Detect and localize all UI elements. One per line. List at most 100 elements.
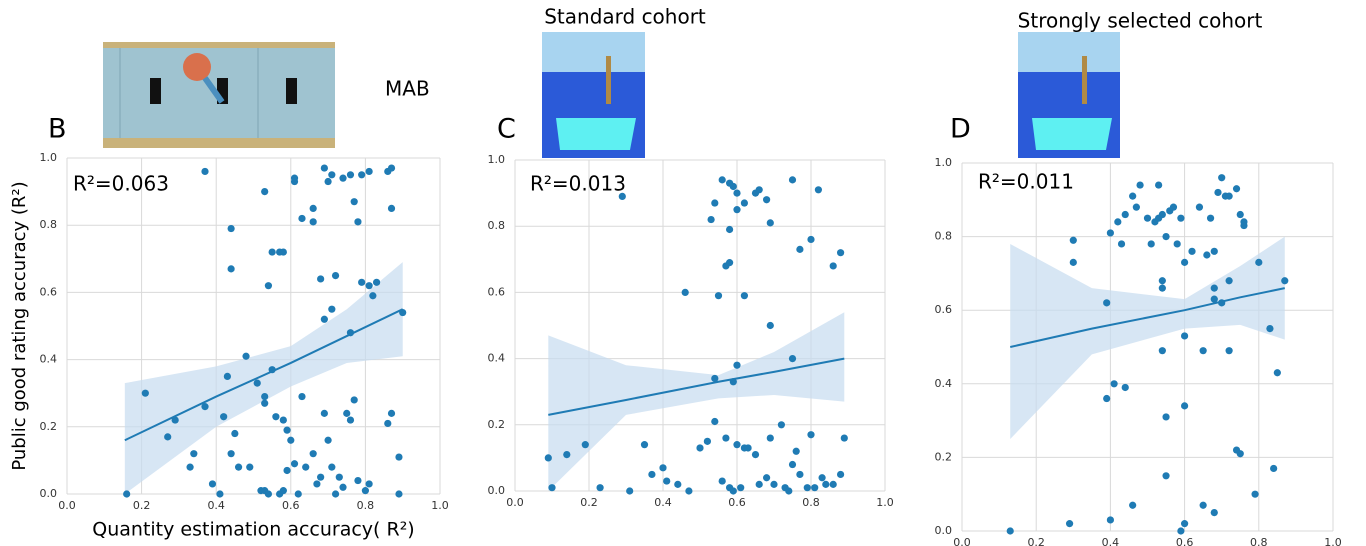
- point: [227, 224, 235, 233]
- point: [302, 463, 310, 471]
- y-tick-label: 0.4: [935, 377, 953, 390]
- point: [1225, 192, 1233, 200]
- y-tick-label: 0.2: [488, 418, 506, 431]
- point: [740, 292, 749, 300]
- point: [755, 480, 763, 488]
- point: [290, 174, 299, 182]
- point: [253, 379, 261, 387]
- point: [1129, 501, 1137, 509]
- point: [837, 249, 845, 257]
- point: [766, 219, 774, 227]
- boat-image: [1018, 32, 1120, 158]
- point: [331, 272, 340, 280]
- point: [320, 315, 328, 323]
- point: [234, 463, 243, 471]
- point: [1173, 240, 1181, 248]
- point: [171, 416, 179, 424]
- confidence-band: [548, 312, 845, 491]
- point: [681, 288, 689, 296]
- point: [1199, 347, 1207, 355]
- x-tick-label: 0.2: [133, 499, 151, 512]
- point: [268, 248, 276, 256]
- x-tick-label: 0.0: [506, 496, 524, 509]
- point: [298, 214, 306, 223]
- point: [1210, 508, 1218, 517]
- x-tick-label: 0.2: [1027, 536, 1045, 546]
- y-tick-label: 0.0: [935, 524, 953, 537]
- y-tick-label: 0.0: [488, 484, 506, 497]
- point: [283, 426, 291, 434]
- y-tick-label: 1.0: [488, 153, 506, 166]
- point: [1114, 218, 1122, 226]
- point: [718, 477, 726, 485]
- point: [395, 490, 403, 498]
- x-tick-label: 0.4: [1102, 536, 1120, 546]
- point: [703, 437, 712, 445]
- point: [788, 460, 797, 469]
- x-tick-label: 0.6: [282, 499, 300, 512]
- point: [279, 487, 287, 495]
- point: [1069, 258, 1077, 266]
- point: [807, 431, 815, 439]
- point: [803, 484, 811, 492]
- y-tick-label: 0.6: [488, 285, 506, 298]
- y-tick-label: 1.0: [40, 151, 58, 164]
- point: [777, 421, 786, 429]
- point: [626, 487, 634, 495]
- point: [365, 480, 373, 488]
- point: [365, 282, 373, 290]
- point: [1181, 332, 1189, 340]
- point: [707, 215, 715, 224]
- point: [733, 206, 741, 214]
- point: [1143, 214, 1152, 222]
- point: [387, 204, 396, 212]
- point: [216, 490, 224, 498]
- point: [324, 436, 332, 444]
- point: [696, 444, 704, 452]
- point: [328, 305, 336, 313]
- point: [1236, 210, 1244, 219]
- x-tick-label: 0.4: [654, 496, 672, 509]
- point: [350, 198, 358, 206]
- panel-label: B: [48, 114, 67, 145]
- point: [164, 433, 172, 441]
- point: [328, 171, 336, 179]
- point: [1195, 203, 1204, 211]
- point: [387, 409, 396, 417]
- point: [1065, 520, 1074, 528]
- point: [324, 177, 332, 186]
- chart-title: MAB: [385, 77, 430, 101]
- point: [640, 441, 649, 449]
- point: [1251, 490, 1259, 498]
- point: [387, 164, 396, 172]
- point: [328, 463, 336, 471]
- point: [227, 450, 235, 458]
- point: [261, 399, 269, 407]
- y-tick-label: 0.4: [40, 353, 58, 366]
- point: [1210, 295, 1218, 303]
- y-tick-label: 0.0: [40, 487, 58, 500]
- point: [733, 189, 741, 197]
- point: [548, 484, 556, 492]
- point: [1162, 233, 1170, 241]
- point: [320, 409, 328, 417]
- y-tick-label: 0.2: [40, 420, 58, 433]
- point: [822, 480, 830, 488]
- point: [141, 389, 149, 397]
- point: [1103, 299, 1111, 307]
- point: [231, 429, 239, 438]
- point: [190, 450, 198, 458]
- point: [648, 470, 656, 479]
- point: [659, 464, 667, 472]
- point: [1106, 229, 1114, 237]
- point: [792, 447, 800, 455]
- point: [1266, 325, 1274, 333]
- point: [1206, 214, 1215, 222]
- fit-line: [1010, 287, 1285, 348]
- point: [369, 292, 377, 300]
- x-tick-label: 0.0: [58, 499, 76, 512]
- fit-line: [548, 357, 845, 416]
- point: [1270, 464, 1278, 473]
- y-tick-label: 0.2: [935, 450, 953, 463]
